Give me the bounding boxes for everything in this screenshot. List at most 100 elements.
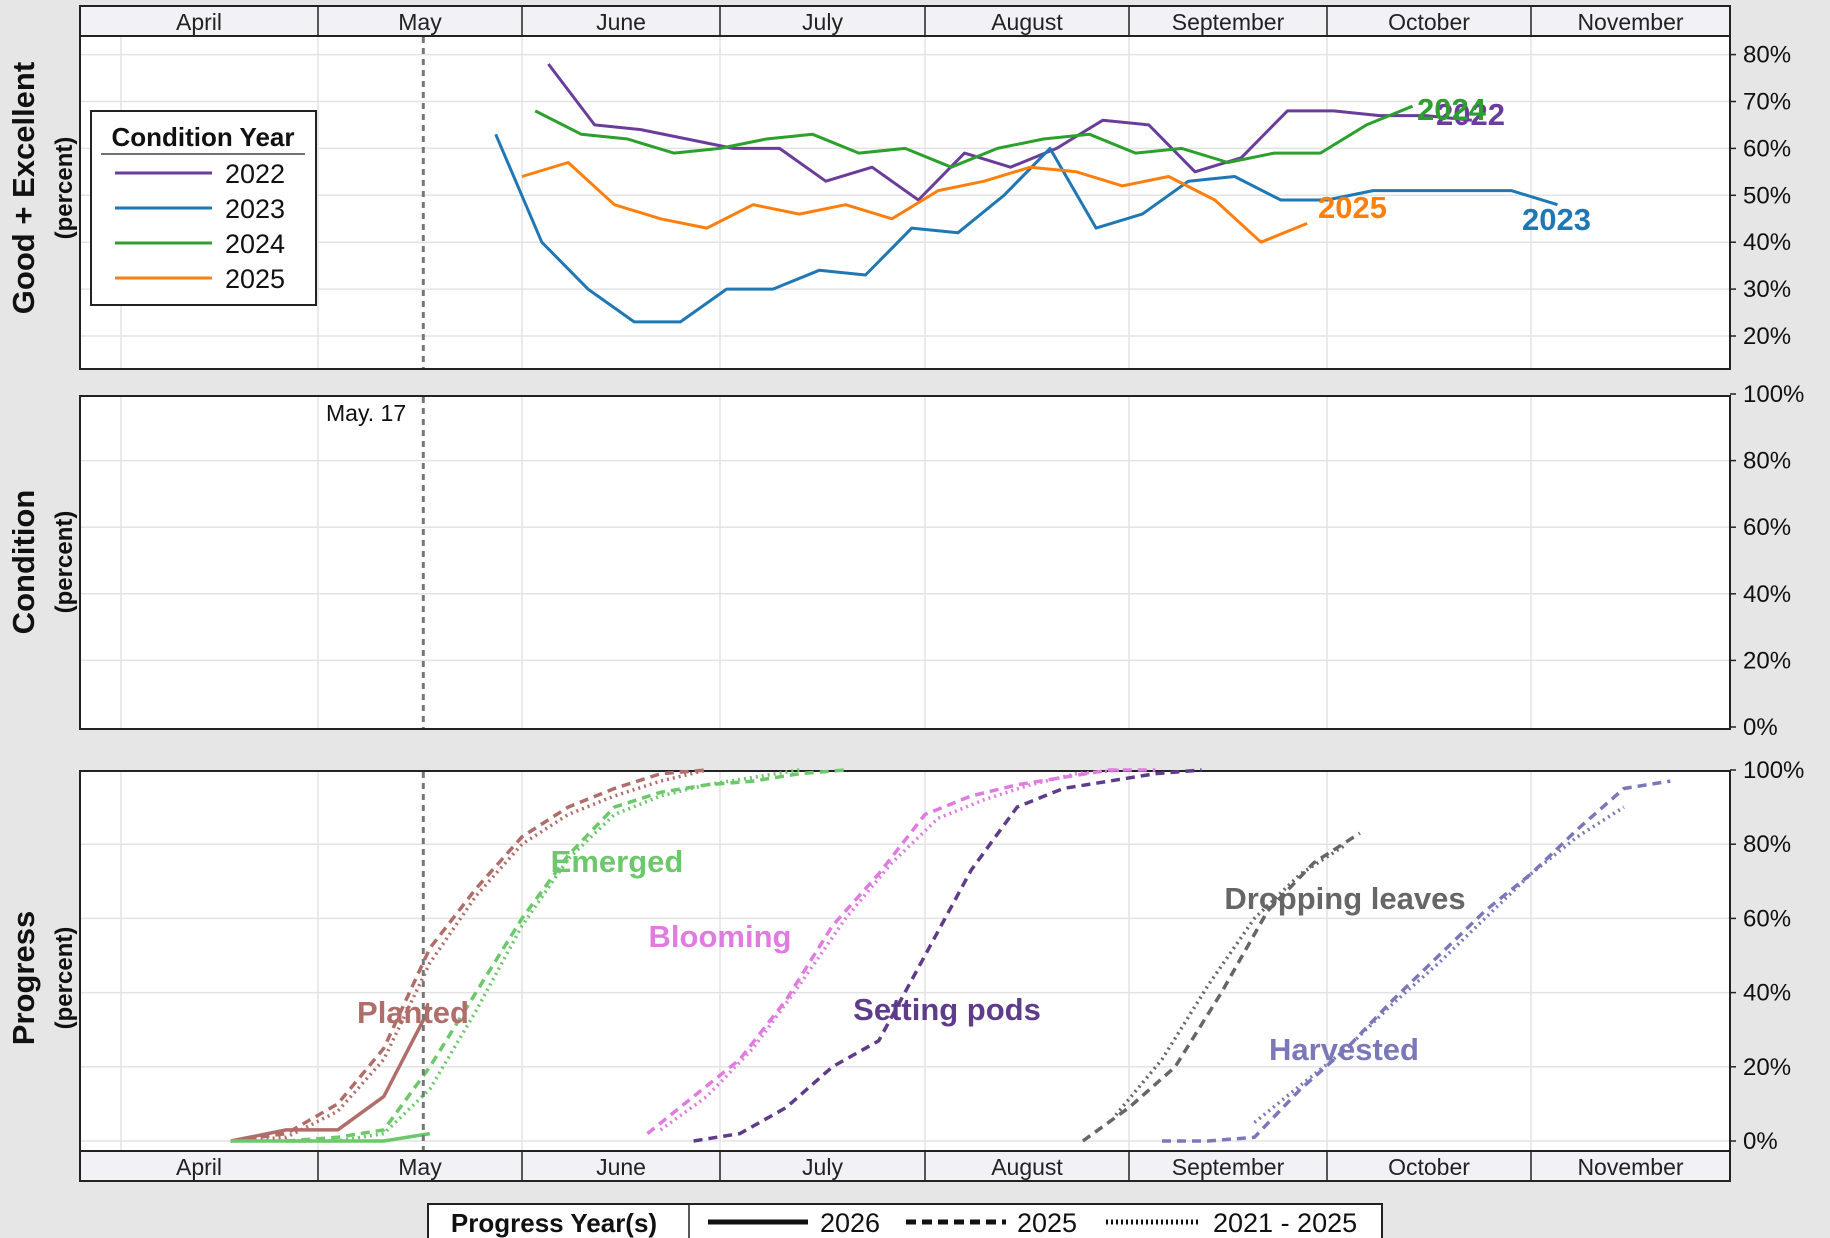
grid-top (81, 37, 1729, 368)
ytick-label: 60% (1743, 135, 1791, 162)
series-end-label: 2024 (1417, 92, 1487, 127)
progress-line-planted (230, 768, 707, 1143)
marker-label: May. 17 (326, 400, 406, 426)
legend-condition-title: Condition Year (112, 122, 295, 152)
panel-good-excellent: 2022 2023 2024 2025 20% 30% 40% 50% 60% 70% 80% (79, 35, 1791, 370)
month-label: June (596, 1154, 646, 1180)
ytick-label: 0% (1743, 1128, 1778, 1155)
legend-item-label: 2024 (225, 229, 285, 259)
yticks-bottom: 0% 20% 40% 60% 80% 100% (1730, 757, 1804, 1155)
stage-label: Blooming (649, 919, 792, 954)
ytick-label: 40% (1743, 229, 1791, 256)
ytick-label: 0% (1743, 714, 1778, 741)
ylabel-middle-sub: (percent) (51, 511, 78, 614)
legend-progress-label: 2025 (1017, 1208, 1077, 1238)
month-label: May (398, 9, 442, 35)
series-line-2024 (534, 104, 1414, 169)
panel-top-background (79, 35, 1731, 370)
panel-bottom-background (79, 770, 1731, 1152)
legend-progress-box (427, 1203, 1383, 1238)
month-strip-bottom: April May June July August September October No… (79, 1150, 1731, 1182)
panel-middle-background (79, 395, 1731, 730)
ytick-label: 30% (1743, 276, 1791, 303)
stage-label: Setting pods (853, 992, 1041, 1027)
legend-condition-year: Condition Year 2022 2023 2024 2025 (90, 110, 317, 306)
month-strip-top: April May June July August September October No… (79, 5, 1731, 37)
ytick-label: 20% (1743, 1054, 1791, 1081)
series-end-label: 2023 (1522, 202, 1591, 237)
ylabel-top: Good + Excellent (percent) (6, 62, 78, 314)
ytick-label: 70% (1743, 89, 1791, 116)
legend-item-label: 2022 (225, 159, 285, 189)
ytick-label: 80% (1743, 42, 1791, 69)
month-label: April (176, 9, 222, 35)
ytick-label: 20% (1743, 647, 1791, 674)
series-line-2023 (494, 133, 1558, 324)
progress-line-setting-pods (693, 768, 1202, 1143)
progress-line-emerged (230, 1131, 431, 1143)
month-label: November (1577, 1154, 1683, 1180)
legend-progress-label: 2026 (820, 1208, 880, 1238)
ytick-label: 80% (1743, 831, 1791, 858)
series-end-label: 2022 (1436, 97, 1505, 132)
stage-label: Dropping leaves (1224, 881, 1465, 916)
month-label: September (1172, 1154, 1285, 1180)
progress-line-dropping-leaves (1114, 842, 1348, 1117)
ylabel-top-main: Good + Excellent (6, 62, 41, 314)
series-end-label: 2025 (1318, 190, 1387, 225)
series-line-2025 (521, 161, 1308, 244)
ytick-label: 40% (1743, 980, 1791, 1007)
yticks-middle: 0% 20% 40% 60% 80% 100% (1730, 381, 1804, 741)
ytick-label: 20% (1743, 323, 1791, 350)
series-top: 2022 2023 2024 2025 (494, 63, 1591, 324)
month-label: August (991, 1154, 1063, 1180)
month-label: April (176, 1154, 222, 1180)
progress-line-emerged (286, 768, 800, 1143)
series-bottom: Planted Emerged Blooming Setting pods Droppi… (230, 768, 1671, 1143)
series-line-2022 (547, 63, 1472, 202)
legend-progress-years: Progress Year(s) 2026 2025 2021 - 2025 (427, 1203, 1383, 1238)
grid-middle (81, 397, 1729, 728)
panel-progress: Planted Emerged Blooming Setting pods Droppi… (79, 757, 1804, 1155)
progress-line-emerged (286, 768, 846, 1143)
panel-condition: 0% 20% 40% 60% 80% 100% (79, 381, 1804, 741)
ylabel-middle-main: Condition (6, 490, 41, 635)
month-label: July (802, 9, 843, 35)
stage-label: Harvested (1269, 1032, 1419, 1067)
month-label: June (596, 9, 646, 35)
month-label: September (1172, 9, 1285, 35)
month-label: November (1577, 9, 1683, 35)
progress-line-dropping-leaves (1081, 831, 1361, 1143)
month-label: October (1388, 9, 1470, 35)
month-label: August (991, 9, 1063, 35)
ytick-label: 80% (1743, 448, 1791, 475)
ytick-label: 50% (1743, 182, 1791, 209)
legend-item-label: 2025 (225, 264, 285, 294)
ytick-label: 60% (1743, 514, 1791, 541)
month-label: July (802, 1154, 843, 1180)
progress-line-harvested (1253, 805, 1625, 1124)
ytick-label: 100% (1743, 381, 1804, 408)
ylabel-bottom-sub: (percent) (51, 927, 78, 1030)
legend-item-label: 2023 (225, 194, 285, 224)
ylabel-middle: Condition (percent) (6, 490, 78, 635)
month-strip-background (79, 1150, 1731, 1182)
yticks-top: 20% 30% 40% 50% 60% 70% 80% (1730, 42, 1791, 350)
ylabel-bottom-main: Progress (6, 911, 41, 1045)
progress-line-blooming (659, 768, 1123, 1132)
progress-line-planted (230, 1006, 432, 1143)
stage-label: Planted (357, 995, 469, 1030)
ylabel-bottom: Progress (percent) (6, 911, 78, 1045)
ytick-label: 60% (1743, 905, 1791, 932)
legend-progress-label: 2021 - 2025 (1213, 1208, 1357, 1238)
ylabel-top-sub: (percent) (51, 137, 78, 240)
month-label: May (398, 1154, 442, 1180)
legend-progress-title: Progress Year(s) (451, 1208, 657, 1238)
stage-label: Emerged (551, 844, 684, 879)
month-label: October (1388, 1154, 1470, 1180)
ytick-label: 100% (1743, 757, 1804, 784)
ytick-label: 40% (1743, 581, 1791, 608)
progress-line-harvested (1162, 779, 1671, 1143)
month-strip-background (79, 5, 1731, 37)
